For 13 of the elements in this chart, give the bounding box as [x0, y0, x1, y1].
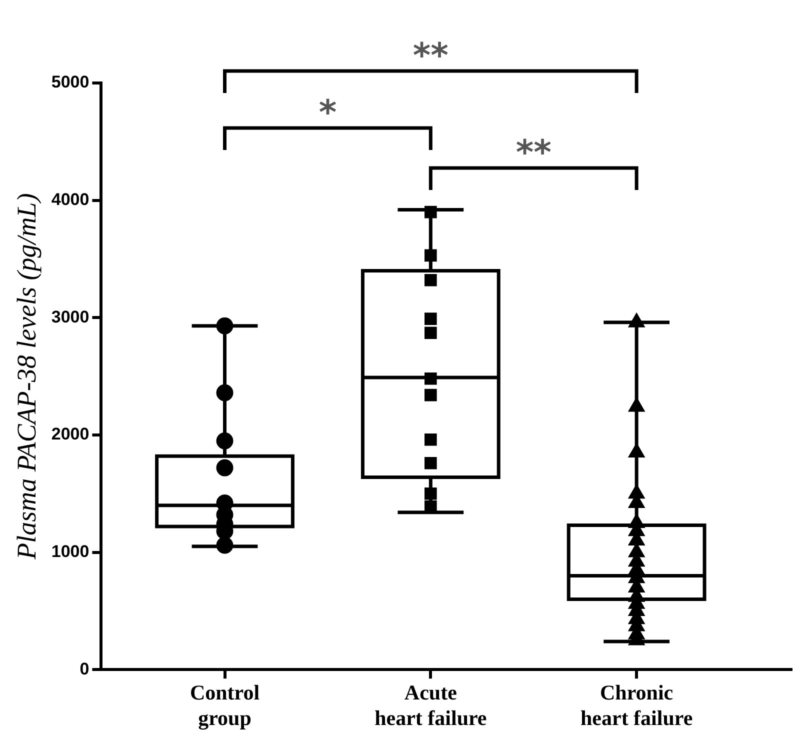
y-tick-label: 1000	[51, 542, 90, 561]
y-tick-label: 3000	[51, 307, 90, 326]
y-tick-label: 2000	[51, 424, 90, 444]
x-tick-label: Chronic heart failure	[580, 680, 693, 730]
annotation: **	[516, 132, 552, 173]
x-tick-label: Control group	[190, 680, 260, 730]
y-tick-label: 0	[80, 659, 90, 678]
y-tick-label: 5000	[51, 72, 90, 92]
y-axis-title: Plasma PACAP-38 levels (pg/mL)	[11, 193, 42, 560]
annotation: *	[318, 92, 337, 133]
y-tick-label: 4000	[51, 190, 90, 210]
x-tick-label: Acute heart failure	[374, 680, 487, 730]
text: **	[412, 36, 449, 76]
